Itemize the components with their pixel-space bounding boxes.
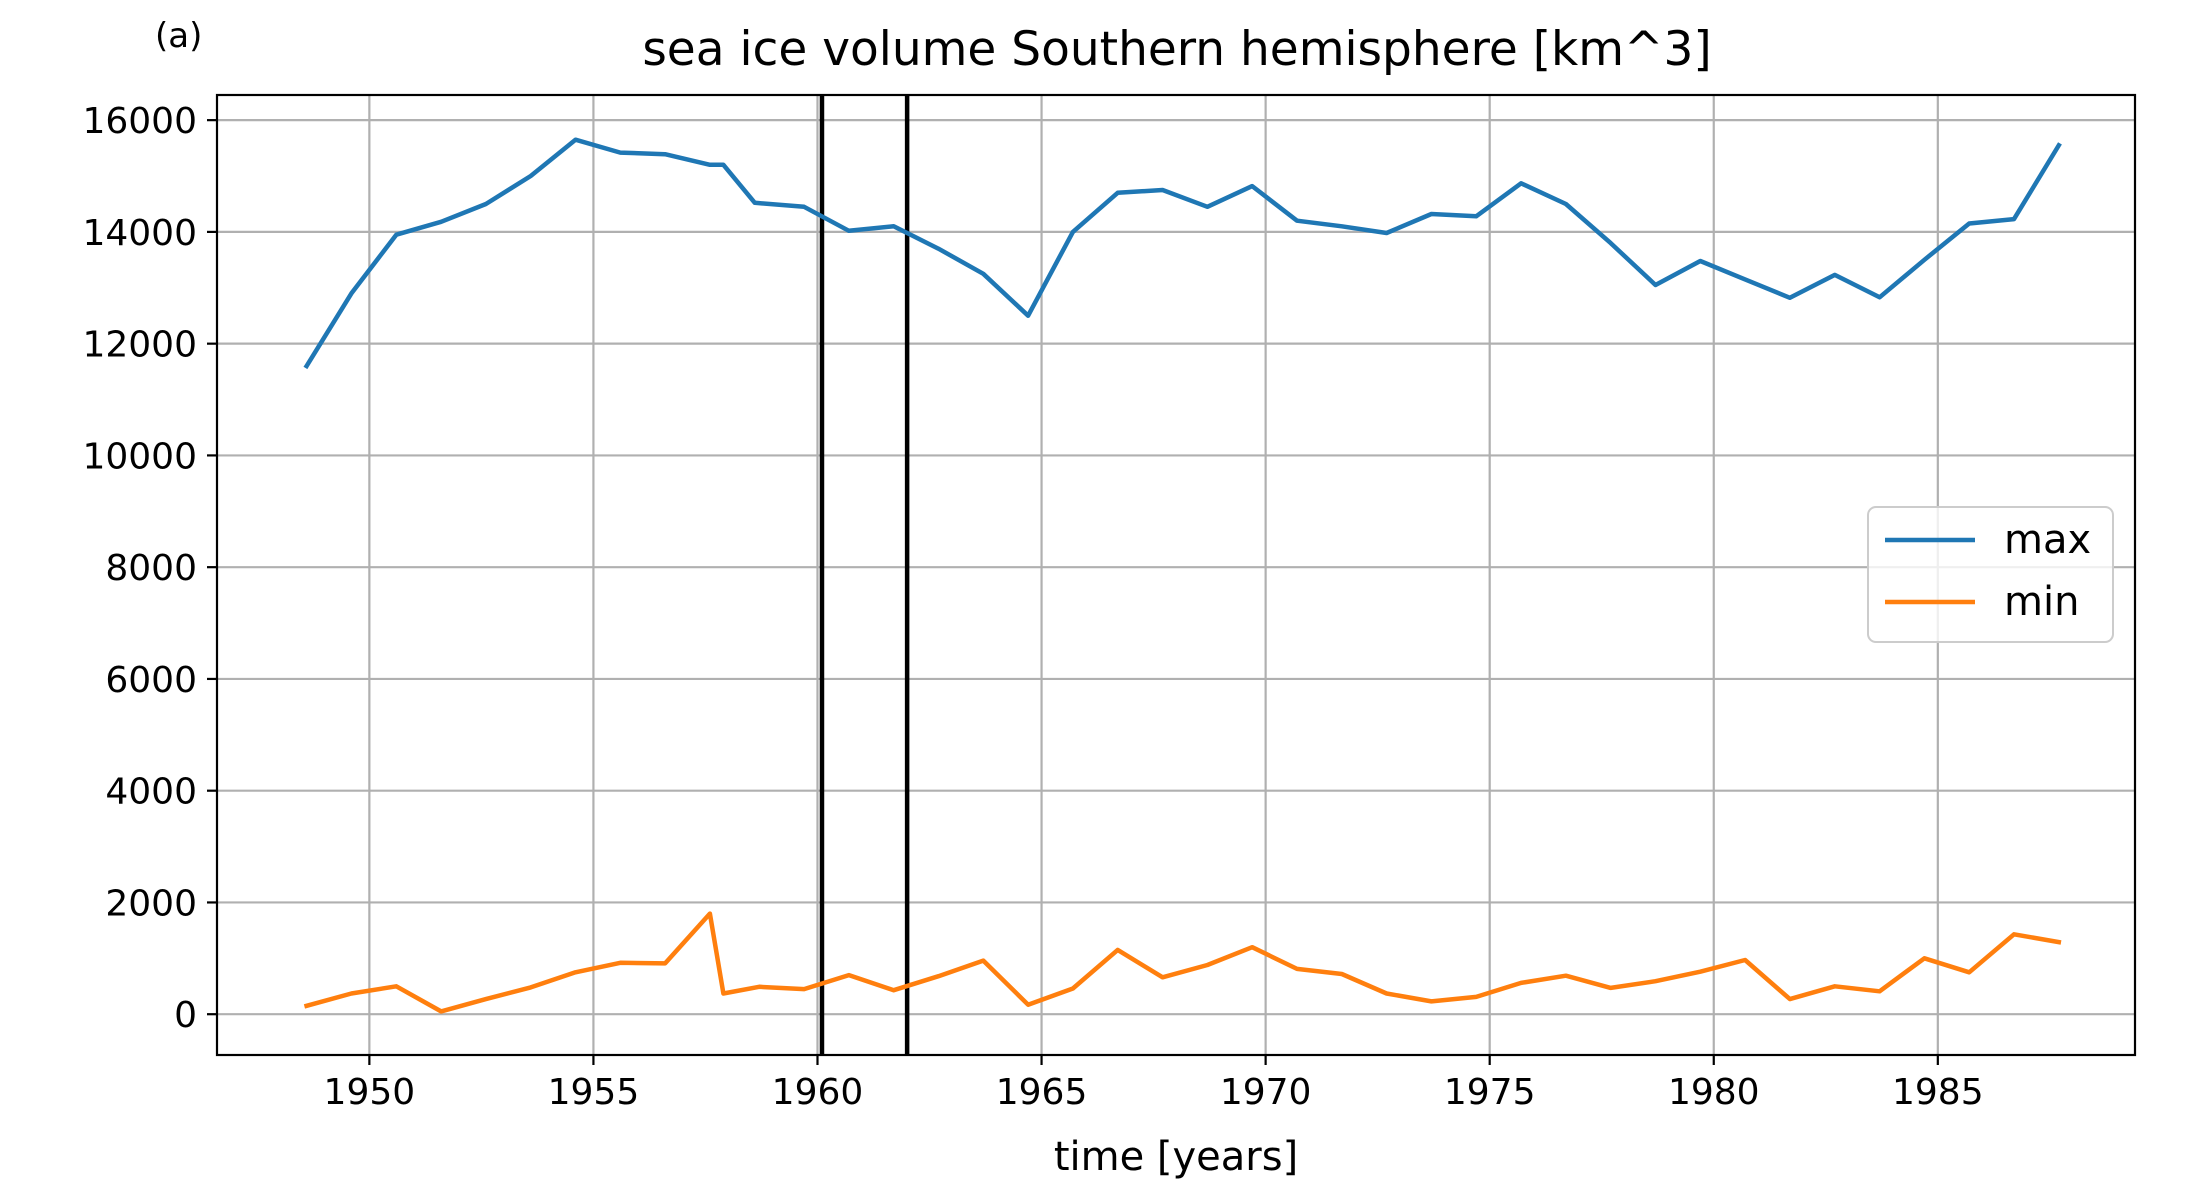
legend: max min <box>1867 506 2114 643</box>
y-tick-label: 6000 <box>105 660 197 701</box>
grid <box>217 95 2135 1055</box>
x-tick-label: 1955 <box>548 1072 640 1113</box>
chart-title: sea ice volume Southern hemisphere [km^3… <box>642 22 1711 77</box>
y-tick-label: 14000 <box>82 213 197 254</box>
y-tick-label: 4000 <box>105 772 197 813</box>
x-tick-label: 1950 <box>324 1072 416 1113</box>
series-line-min <box>303 911 2062 1014</box>
y-tick-label: 8000 <box>105 548 197 589</box>
y-tick-label: 10000 <box>82 436 197 477</box>
y-tick-label: 12000 <box>82 325 197 366</box>
y-tick-label: 16000 <box>82 101 197 142</box>
y-tick-label: 2000 <box>105 883 197 924</box>
legend-label-max: max <box>2004 517 2091 563</box>
series-lines <box>303 137 2062 1014</box>
x-tick-label: 1985 <box>1892 1072 1984 1113</box>
x-tick-label: 1960 <box>772 1072 864 1113</box>
plot-frame <box>215 93 2137 1057</box>
legend-label-min: min <box>2004 579 2079 625</box>
series-line-max <box>303 137 2062 370</box>
x-tick-label: 1970 <box>1220 1072 1312 1113</box>
vertical-markers <box>819 95 910 1055</box>
x-tick-label: 1975 <box>1444 1072 1536 1113</box>
x-tick-label: 1965 <box>996 1072 1088 1113</box>
x-tick-label: 1980 <box>1668 1072 1760 1113</box>
panel-label: (a) <box>155 16 202 56</box>
x-axis-label: time [years] <box>1054 1134 1298 1180</box>
axis-ticks: 1950 1955 1960 1965 1970 1975 1980 1985 0 2000 400… <box>82 101 1983 1113</box>
y-tick-label: 0 <box>174 995 197 1036</box>
